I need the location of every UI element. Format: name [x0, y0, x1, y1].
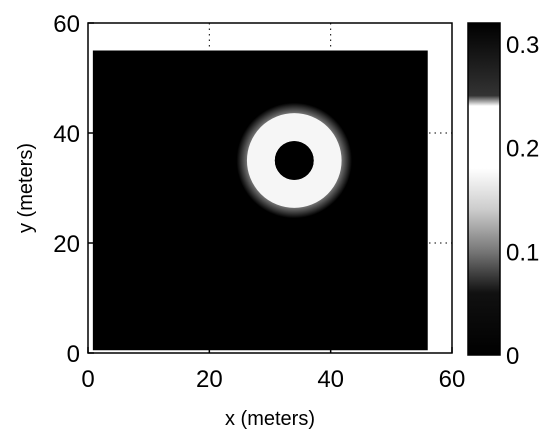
y-tick-labels: 0 20 40 60	[53, 11, 80, 368]
y-tick-label: 40	[53, 121, 80, 148]
y-tick-label: 0	[67, 341, 80, 368]
heatmap-ring	[246, 113, 342, 208]
colorbar-tick-labels: 0 0.1 0.2 0.3	[506, 32, 539, 370]
x-tick-labels: 0 20 40 60	[81, 366, 465, 393]
colorbar: 0 0.1 0.2 0.3	[467, 22, 539, 370]
x-axis-label: x (meters)	[225, 408, 315, 430]
x-tick-label: 60	[439, 366, 466, 393]
colorbar-tick-label: 0.3	[506, 32, 539, 59]
colorbar-tick-label: 0	[506, 343, 519, 370]
colorbar-tick-label: 0.2	[506, 136, 539, 163]
axis-ticks	[87, 22, 453, 354]
axes-frame	[87, 22, 453, 354]
plot-area	[87, 22, 453, 354]
colorbar-strip	[467, 22, 501, 356]
heatmap-core	[274, 141, 314, 180]
y-tick-label: 20	[53, 231, 80, 258]
x-tick-label: 20	[196, 366, 223, 393]
colorbar-tick-label: 0.1	[506, 239, 539, 266]
x-tick-label: 0	[81, 366, 94, 393]
y-tick-label: 60	[53, 11, 80, 38]
x-tick-label: 40	[317, 366, 344, 393]
y-axis-label: y (meters)	[15, 143, 37, 233]
